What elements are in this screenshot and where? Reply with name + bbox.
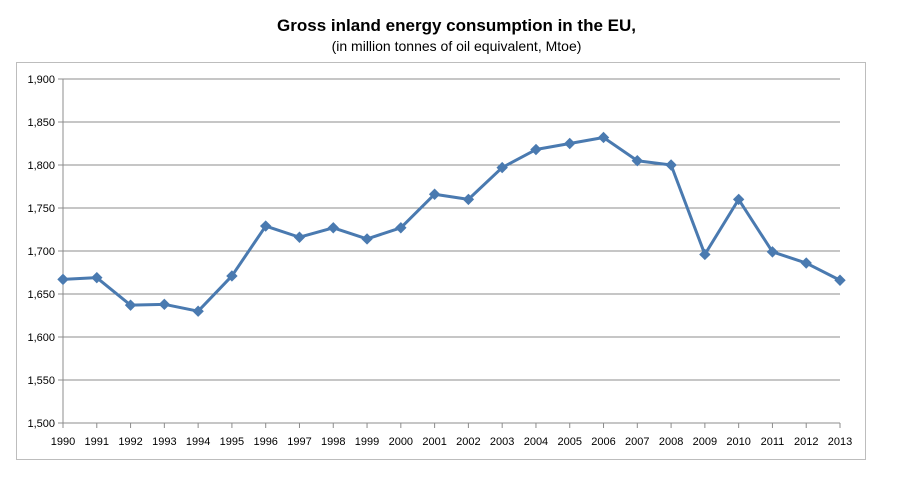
- data-point-marker: [699, 248, 711, 261]
- data-point-marker: [766, 246, 779, 258]
- x-tick-label: 1990: [51, 436, 75, 448]
- y-tick-label: 1,900: [27, 74, 55, 86]
- chart-frame: [16, 62, 866, 460]
- x-tick-label: 2012: [794, 436, 818, 448]
- y-tick-labels: 1,500 1,550 1,600 1,650 1,700 1,750 1,800 1,850…: [27, 74, 55, 430]
- x-tick-label: 2008: [659, 436, 683, 448]
- data-point-marker: [564, 137, 576, 150]
- x-tick-label: 2009: [693, 436, 717, 448]
- x-tick-label: 2000: [389, 436, 413, 448]
- data-point-marker: [327, 222, 339, 234]
- x-tick-label: 2010: [726, 436, 750, 448]
- y-tick-label: 1,850: [27, 117, 55, 129]
- x-tick-label: 1995: [220, 436, 244, 448]
- x-tick-label: 1999: [355, 436, 379, 448]
- data-point-marker: [158, 298, 171, 311]
- x-tick-label: 2002: [456, 436, 480, 448]
- x-tick-label: 2004: [524, 436, 548, 448]
- axes: [58, 78, 841, 428]
- data-point-marker: [428, 188, 441, 200]
- x-tick-label: 1997: [287, 436, 311, 448]
- data-point-marker: [665, 159, 677, 171]
- data-point-marker: [91, 271, 103, 284]
- x-tick-labels: 1990 1991 1992 1993 1994 1995 1996 1997 1998 1999…: [51, 436, 852, 448]
- y-tick-label: 1,650: [27, 289, 55, 301]
- y-tick-label: 1,600: [27, 332, 55, 344]
- x-tick-label: 1996: [253, 436, 277, 448]
- data-point-marker: [732, 193, 745, 206]
- data-point-marker: [293, 231, 306, 243]
- y-tick-label: 1,550: [27, 375, 55, 387]
- x-tick-label: 2001: [422, 436, 446, 448]
- x-tick-label: 2005: [557, 436, 581, 448]
- data-point-marker: [462, 193, 475, 206]
- series-line: [62, 135, 841, 313]
- x-tick-label: 1993: [152, 436, 176, 448]
- x-tick-label: 2006: [591, 436, 615, 448]
- x-tick-label: 2007: [625, 436, 649, 448]
- chart-subtitle: (in million tonnes of oil equivalent, Mt…: [331, 38, 582, 54]
- x-tick-label: 1994: [186, 436, 210, 448]
- data-point-marker: [226, 270, 238, 282]
- x-tick-label: 1991: [85, 436, 109, 448]
- x-tick-label: 2011: [761, 436, 785, 448]
- data-point-marker: [530, 143, 542, 156]
- data-point-marker: [800, 257, 812, 269]
- data-point-marker: [124, 299, 137, 311]
- x-tick-label: 2013: [828, 436, 852, 448]
- x-tick-label: 2003: [490, 436, 514, 448]
- data-point-marker: [57, 273, 69, 286]
- y-tick-label: 1,800: [27, 160, 55, 172]
- y-tick-label: 1,700: [27, 246, 55, 258]
- y-tick-label: 1,750: [27, 203, 55, 215]
- gridlines: [63, 78, 840, 381]
- data-point-marker: [259, 220, 272, 232]
- data-point-marker: [192, 305, 204, 317]
- data-point-marker: [361, 233, 373, 245]
- data-point-marker: [496, 161, 508, 174]
- chart-title: Gross inland energy consumption in the E…: [277, 16, 636, 35]
- data-point-marker: [631, 154, 644, 167]
- x-tick-label: 1998: [321, 436, 345, 448]
- series-group: [57, 131, 846, 317]
- data-point-marker: [395, 222, 407, 234]
- y-tick-label: 1,500: [27, 418, 55, 430]
- data-point-marker: [597, 131, 610, 144]
- x-tick-label: 1992: [118, 436, 142, 448]
- data-point-marker: [834, 274, 846, 286]
